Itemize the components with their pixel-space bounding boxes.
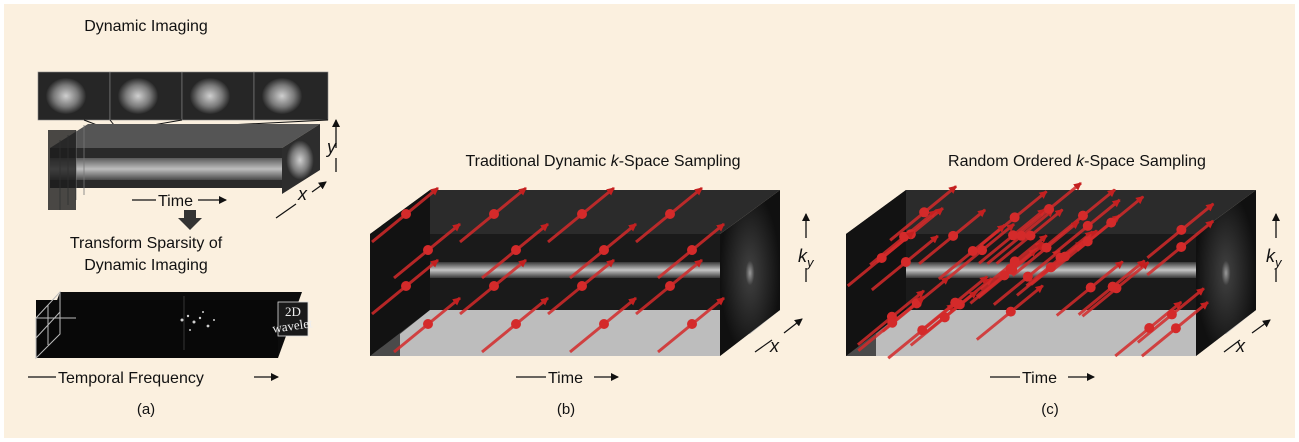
panel-a: Dynamic Imaging [28, 18, 340, 418]
sample-c-dot-33 [1005, 306, 1016, 317]
sample-c-dot-19 [1041, 242, 1052, 253]
sample-c-dot-42 [967, 246, 978, 257]
sample-c-dot-39 [1166, 309, 1177, 320]
sample-c-dot-9 [1082, 220, 1093, 231]
sample-c-dot-30 [1085, 282, 1096, 293]
wavelet-label-line-2: wavelet [271, 315, 314, 336]
down-arrow-icon [178, 210, 202, 230]
panel-b-time-label: Time [548, 370, 583, 387]
panel-a-title: Dynamic Imaging [84, 18, 208, 35]
sample-c-dot-35 [948, 230, 959, 241]
wavelet-label-line-1: 2D [285, 304, 301, 319]
sample-c-dot-36 [1106, 217, 1117, 228]
panel-c-time-label: Time [1022, 370, 1057, 387]
panel-a-x-label: x [297, 184, 308, 204]
sparse-volume: 2D wavelet [35, 290, 314, 360]
sample-c-dot-14 [1176, 224, 1187, 235]
frame-3 [181, 71, 255, 121]
sample-c-dot-28 [1009, 212, 1020, 223]
caption-c: (c) [1041, 401, 1059, 418]
dynamic-volume [48, 124, 320, 210]
frame-strip [37, 71, 329, 121]
temporal-frequency-label: Temporal Frequency [58, 370, 204, 387]
sample-c-dot-11 [919, 207, 930, 218]
panel-b-x-label: x [769, 336, 780, 356]
sample-c-dot-34 [1009, 256, 1020, 267]
frame-4 [253, 71, 329, 121]
panel-c-x-label: x [1235, 336, 1246, 356]
sample-b-dot-6 [511, 245, 521, 255]
sample-c-dot-12 [1170, 323, 1181, 334]
sample-b-dot-11 [577, 281, 587, 291]
sample-c-dot-18 [1008, 230, 1019, 241]
sample-b-dot-5 [423, 245, 433, 255]
sample-c-dot-13 [900, 256, 911, 267]
sample-c-dot-7 [1077, 210, 1088, 221]
sample-b-dot-16 [687, 319, 697, 329]
sample-c-dot-41 [1043, 204, 1054, 215]
y-axis-label: y [325, 137, 337, 157]
sample-b-dot-3 [577, 209, 587, 219]
sample-b-dot-7 [599, 245, 609, 255]
sample-c-dot-22 [887, 317, 898, 328]
caption-b: (b) [557, 401, 575, 418]
sample-b-dot-1 [401, 209, 411, 219]
samples-c [846, 181, 1215, 360]
panel-b: Traditional Dynamic k-Space Sampling ky … [370, 153, 815, 418]
sample-b-dot-2 [489, 209, 499, 219]
sparsity-title-line-2: Dynamic Imaging [84, 257, 208, 274]
panel-a-time-label: Time [158, 193, 193, 210]
sample-b-dot-10 [489, 281, 499, 291]
panel-b-ky-label: ky [798, 246, 815, 270]
panel-c-ky-label: ky [1266, 246, 1283, 270]
frame-1 [37, 71, 111, 121]
sample-b-dot-12 [665, 281, 675, 291]
sample-b-dot-13 [423, 319, 433, 329]
sample-c-dot-37 [950, 297, 961, 308]
sample-c-dot-29 [876, 252, 887, 263]
samples-b [371, 186, 725, 354]
sample-c-dot-8 [1025, 230, 1036, 241]
sample-c-dot-1 [1022, 271, 1033, 282]
caption-a: (a) [137, 401, 155, 418]
panel-c-title: Random Ordered k-Space Sampling [948, 153, 1206, 170]
sample-c-dot-25 [1059, 251, 1070, 262]
frame-2 [109, 71, 183, 121]
sample-b-dot-15 [599, 319, 609, 329]
kspace-volume-c [846, 190, 1256, 356]
sample-c-dot-31 [1176, 241, 1187, 252]
sample-b-dot-8 [687, 245, 697, 255]
sample-b-dot-4 [665, 209, 675, 219]
sample-b-dot-14 [511, 319, 521, 329]
panel-c: Random Ordered k-Space Sampling ky x Tim… [846, 153, 1283, 418]
panel-b-title: Traditional Dynamic k-Space Sampling [465, 153, 740, 170]
sample-c-dot-40 [1107, 281, 1118, 292]
sample-b-dot-9 [401, 281, 411, 291]
sparsity-title-line-1: Transform Sparsity of [70, 235, 223, 252]
